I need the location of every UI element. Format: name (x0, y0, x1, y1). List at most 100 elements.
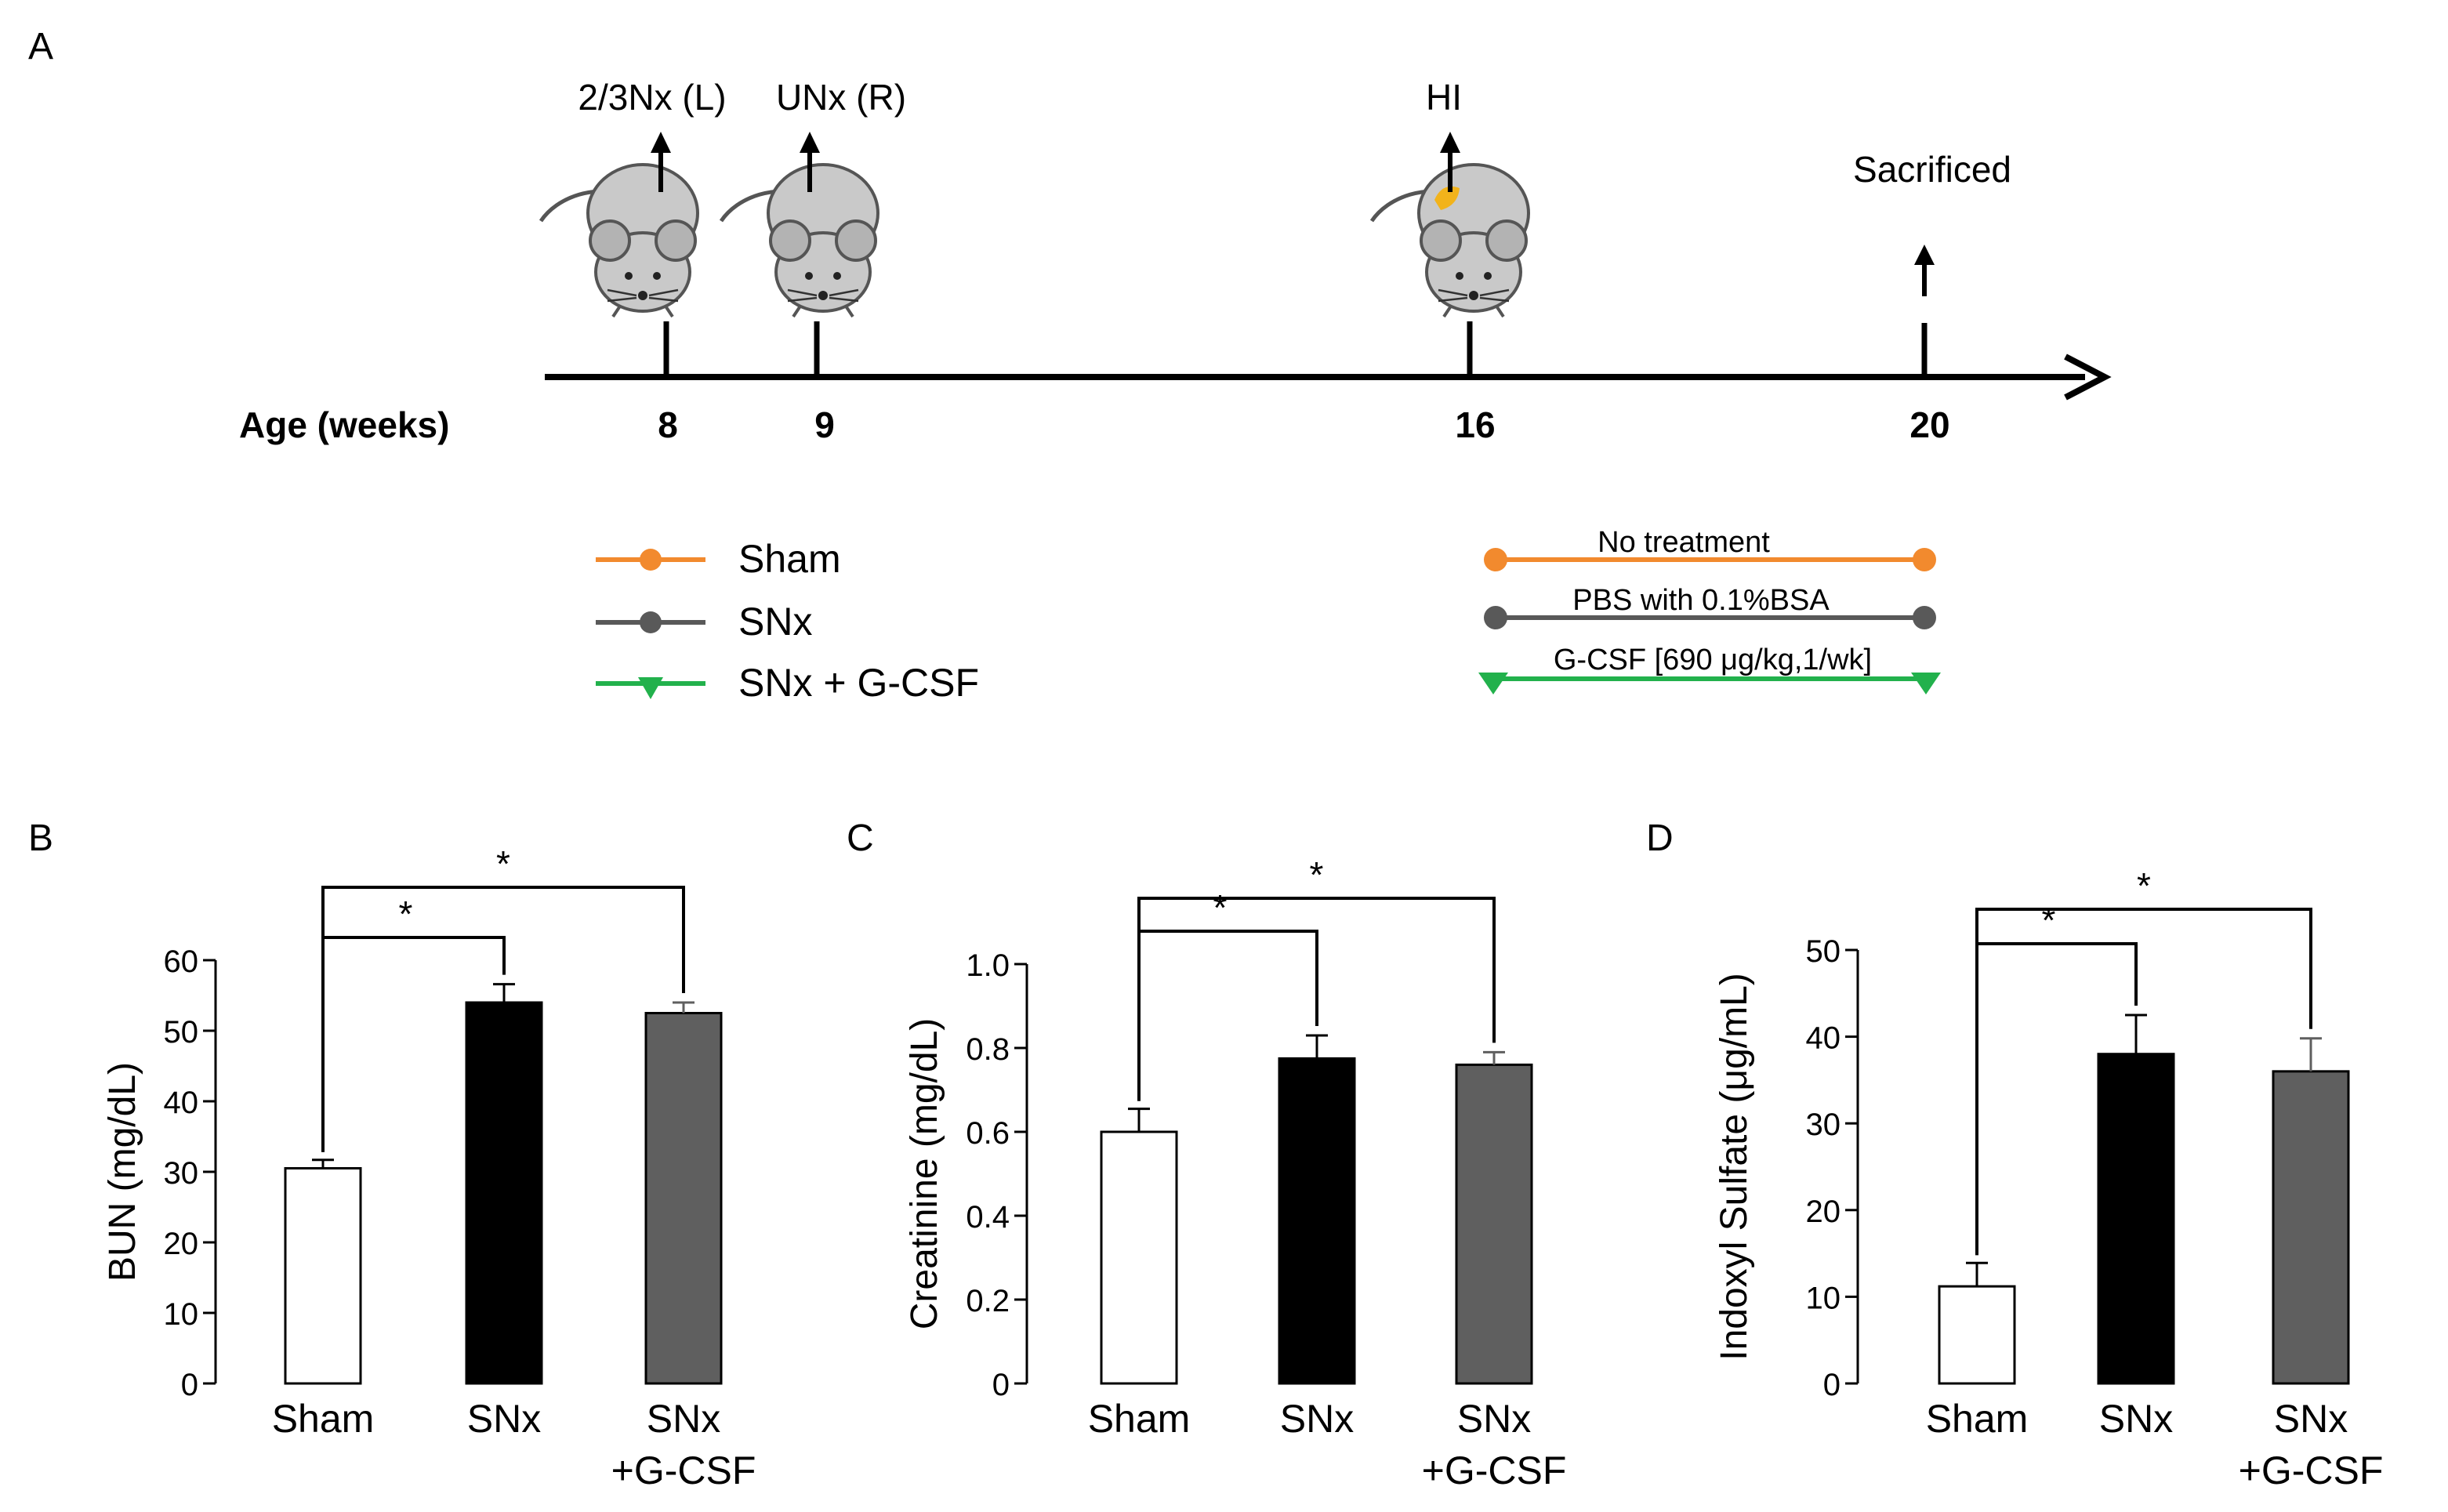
panel-label: C (847, 818, 874, 859)
bar-1 (1100, 1130, 1178, 1385)
panel-b-bun-chart: B 0 10 20 30 40 50 60 BUN (mg/dL) Sham SNx SNx +G-CS… (28, 818, 756, 1492)
y-tick-label: 40 (1806, 1021, 1841, 1056)
panel-label: D (1646, 818, 1674, 859)
treatment-no-treatment: No treatment (1484, 526, 1936, 571)
event-annotation: HI (1426, 77, 1462, 118)
legend-item-snx: SNx (596, 600, 812, 644)
timeline-event-week-16: HI 16 (1372, 77, 1529, 445)
timeline-event-week-9: UNx (R) 9 (721, 77, 906, 445)
treatment-end-marker (1913, 548, 1936, 571)
y-tick-label: 50 (1806, 934, 1841, 969)
bar-3 (1455, 1063, 1533, 1385)
y-tick-label: 0.4 (966, 1200, 1010, 1235)
significance-marker: * (2042, 900, 2056, 941)
bar-3 (2272, 1070, 2350, 1385)
panel-a-label: A (28, 26, 53, 67)
y-tick-label: 0.6 (966, 1116, 1010, 1151)
y-tick-label: 20 (164, 1227, 199, 1261)
panel-a: A Age (weeks) 2/3Nx (L) 8 UNx (R) 9 (28, 26, 2112, 705)
category-label: Sham (1088, 1397, 1191, 1441)
age-axis-label: Age (weeks) (239, 404, 449, 445)
category-label: SNx (2099, 1397, 2173, 1441)
significance-marker: * (1310, 854, 1324, 895)
group-legend: Sham SNx SNx + G-CSF (596, 537, 979, 705)
legend-label: Sham (738, 537, 841, 581)
treatment-end-marker (1911, 673, 1941, 694)
y-tick-label: 50 (164, 1015, 199, 1050)
y-tick-label: 0.2 (966, 1284, 1010, 1318)
injury-mark (1434, 186, 1460, 210)
timeline-week-label: 8 (658, 404, 678, 445)
y-axis-title: BUN (mg/dL) (102, 1062, 143, 1282)
timeline-event-week-20: Sacrificed 20 (1853, 149, 2011, 445)
category-label: SNx +G-CSF (611, 1397, 756, 1492)
mouse-icon (541, 165, 698, 317)
event-up-arrowhead (800, 132, 820, 153)
y-axis-title: Indoxyl Sulfate (μg/mL) (1714, 973, 1755, 1361)
significance-bracket (321, 886, 685, 1152)
significance-marker: * (496, 843, 510, 884)
panel-d-indoxyl-sulfate-chart: D 0 10 20 30 40 50 Indoxyl Sulfate (μg/mL) Sham S… (1646, 818, 2383, 1492)
timeline-arrowhead (2064, 354, 2112, 401)
bar-2 (465, 1001, 543, 1385)
bar-2 (2097, 1053, 2175, 1385)
y-tick-label: 10 (1806, 1281, 1841, 1315)
treatment-label: G-CSF [690 μg/kg,1/wk] (1554, 644, 1872, 676)
y-tick-label: 10 (164, 1297, 199, 1332)
y-tick-label: 0 (992, 1368, 1010, 1402)
category-label: SNx (467, 1397, 541, 1441)
timeline-week-label: 9 (814, 404, 835, 445)
significance-bracket (1975, 908, 2312, 1256)
category-label: SNx (1280, 1397, 1354, 1441)
timeline-event-week-8: 2/3Nx (L) 8 (541, 77, 727, 445)
category-label: SNx +G-CSF (1422, 1397, 1567, 1492)
treatment-start-marker (1478, 673, 1508, 694)
treatment-gcsf: G-CSF [690 μg/kg,1/wk] (1478, 644, 1941, 694)
bar-3 (644, 1012, 723, 1385)
bar-1 (284, 1167, 362, 1385)
category-label: Sham (272, 1397, 375, 1441)
category-label: Sham (1926, 1397, 2029, 1441)
y-tick-label: 60 (164, 945, 199, 979)
panel-c-creatinine-chart: C 0 0.2 0.4 0.6 0.8 1.0 Creatinine (mg/dL) Sham S… (847, 818, 1566, 1492)
treatment-label: PBS with 0.1%BSA (1572, 584, 1830, 617)
legend-label: SNx (738, 600, 812, 644)
y-tick-label: 0 (1823, 1368, 1841, 1402)
treatment-start-marker (1484, 606, 1507, 629)
treatment-pbs: PBS with 0.1%BSA (1484, 584, 1936, 629)
event-up-arrowhead (651, 132, 671, 153)
y-tick-label: 30 (164, 1156, 199, 1191)
event-up-arrowhead (1914, 245, 1935, 265)
significance-marker: * (399, 894, 413, 934)
legend-item-snx-gcsf: SNx + G-CSF (596, 661, 979, 705)
legend-marker (640, 611, 662, 633)
significance-marker: * (2137, 865, 2151, 906)
legend-label: SNx + G-CSF (738, 661, 979, 705)
treatment-end-marker (1913, 606, 1936, 629)
y-tick-label: 20 (1806, 1195, 1841, 1229)
timeline-week-label: 16 (1455, 404, 1495, 445)
mouse-icon (721, 165, 878, 317)
legend-marker (640, 549, 662, 571)
event-annotation: UNx (R) (776, 77, 906, 118)
event-annotation: 2/3Nx (L) (578, 77, 726, 118)
bar-1 (1938, 1285, 2016, 1385)
treatment-legend: No treatment PBS with 0.1%BSA G-CSF [690… (1478, 526, 1941, 694)
treatment-label: No treatment (1598, 526, 1770, 559)
legend-item-sham: Sham (596, 537, 841, 581)
panel-label: B (28, 818, 53, 859)
bar-2 (1278, 1057, 1356, 1385)
y-tick-label: 1.0 (966, 948, 1010, 983)
timeline-week-label: 20 (1909, 404, 1949, 445)
y-tick-label: 30 (1806, 1108, 1841, 1142)
y-axis-title: Creatinine (mg/dL) (904, 1018, 945, 1330)
y-tick-label: 0 (181, 1368, 198, 1402)
event-up-arrowhead (1440, 132, 1460, 153)
category-label: SNx +G-CSF (2239, 1397, 2384, 1492)
legend-marker (638, 677, 663, 699)
treatment-start-marker (1484, 548, 1507, 571)
event-annotation: Sacrificed (1853, 149, 2011, 190)
significance-bracket (1137, 897, 1496, 1101)
y-tick-label: 40 (164, 1086, 199, 1120)
